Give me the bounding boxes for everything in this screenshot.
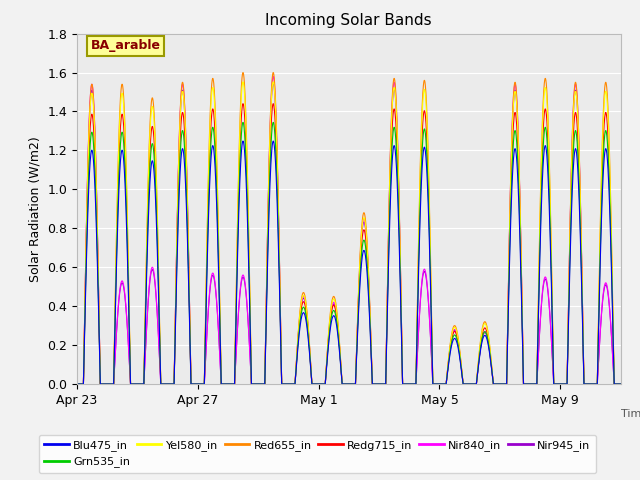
Red655_in (73, 381, 81, 387)
Grn535_in (95, 314, 102, 320)
Blu475_in (255, 381, 263, 387)
Redg715_in (611, 381, 618, 387)
Red655_in (611, 381, 618, 387)
Legend: Blu475_in, Grn535_in, Yel580_in, Red655_in, Redg715_in, Nir840_in, Nir945_in: Blu475_in, Grn535_in, Yel580_in, Red655_… (39, 434, 596, 473)
Blu475_in (239, 138, 247, 144)
Grn535_in (170, 377, 178, 383)
Redg715_in (95, 309, 102, 315)
Yel580_in (239, 79, 247, 85)
Text: BA_arable: BA_arable (90, 39, 161, 52)
Grn535_in (173, 237, 181, 243)
Yel580_in (173, 215, 181, 221)
Red655_in (173, 210, 181, 216)
Nir840_in (255, 381, 263, 387)
Yel580_in (255, 381, 263, 387)
Blu475_in (173, 248, 181, 253)
Line: Nir840_in: Nir840_in (77, 76, 621, 384)
Red655_in (397, 265, 404, 271)
Grn535_in (239, 120, 247, 125)
Line: Blu475_in: Blu475_in (77, 141, 621, 384)
Line: Redg715_in: Redg715_in (77, 104, 621, 384)
Grn535_in (617, 381, 625, 387)
Nir840_in (617, 381, 625, 387)
Redg715_in (239, 101, 247, 107)
Grn535_in (397, 284, 404, 290)
Nir945_in (73, 381, 81, 387)
Redg715_in (73, 381, 81, 387)
Text: Time: Time (621, 408, 640, 419)
Grn535_in (255, 381, 263, 387)
Blu475_in (95, 319, 102, 324)
Yel580_in (73, 381, 81, 387)
Yel580_in (170, 376, 178, 382)
Nir945_in (611, 381, 618, 387)
Nir840_in (173, 211, 181, 217)
Nir840_in (73, 381, 81, 387)
Red655_in (255, 381, 263, 387)
Blu475_in (73, 381, 81, 387)
Y-axis label: Solar Radiation (W/m2): Solar Radiation (W/m2) (29, 136, 42, 282)
Nir945_in (255, 381, 263, 387)
Line: Grn535_in: Grn535_in (77, 122, 621, 384)
Nir840_in (611, 381, 618, 387)
Grn535_in (611, 381, 618, 387)
Nir945_in (397, 269, 404, 275)
Redg715_in (617, 381, 625, 387)
Line: Red655_in: Red655_in (77, 72, 621, 384)
Redg715_in (170, 376, 178, 382)
Nir945_in (617, 381, 625, 387)
Redg715_in (255, 381, 263, 387)
Nir945_in (269, 80, 277, 85)
Nir945_in (173, 215, 181, 220)
Line: Yel580_in: Yel580_in (77, 82, 621, 384)
Yel580_in (397, 269, 404, 275)
Blu475_in (170, 377, 178, 383)
Nir840_in (95, 301, 102, 307)
Grn535_in (73, 381, 81, 387)
Red655_in (170, 376, 178, 382)
Nir840_in (170, 376, 178, 382)
Title: Incoming Solar Bands: Incoming Solar Bands (266, 13, 432, 28)
Blu475_in (397, 291, 404, 297)
Yel580_in (617, 381, 625, 387)
Yel580_in (95, 303, 102, 309)
Blu475_in (617, 381, 625, 387)
Red655_in (617, 381, 625, 387)
Nir840_in (269, 73, 277, 79)
Red655_in (239, 70, 247, 75)
Redg715_in (397, 277, 404, 283)
Red655_in (95, 301, 102, 307)
Redg715_in (173, 227, 181, 233)
Yel580_in (611, 381, 618, 387)
Nir945_in (170, 376, 178, 382)
Nir840_in (397, 267, 404, 273)
Nir945_in (95, 302, 102, 308)
Blu475_in (611, 381, 618, 387)
Line: Nir945_in: Nir945_in (77, 83, 621, 384)
